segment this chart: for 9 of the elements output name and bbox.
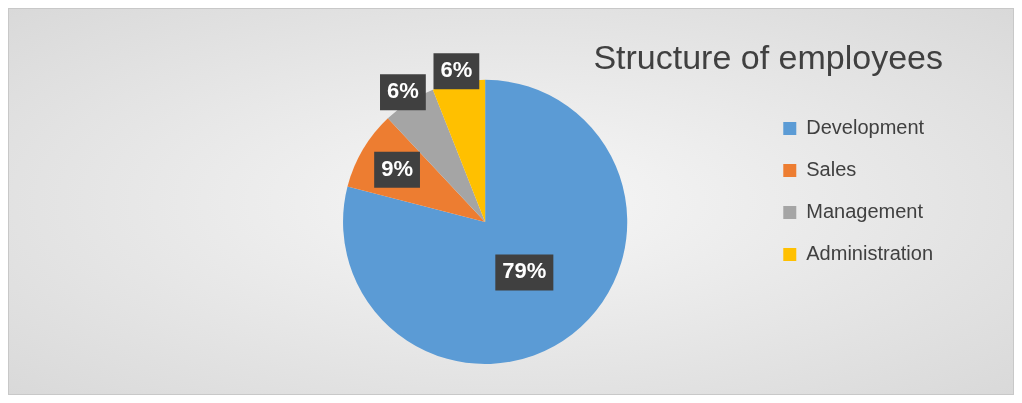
data-label: 79% xyxy=(502,258,547,284)
data-label: 6% xyxy=(387,78,419,104)
data-label: 6% xyxy=(440,57,473,83)
legend-label: Development xyxy=(806,116,925,139)
data-label: 9% xyxy=(381,155,413,181)
legend-label: Sales xyxy=(806,158,857,181)
chart-title: Structure of employees xyxy=(593,37,943,76)
legend-label: Management xyxy=(806,200,924,223)
legend-label: Administration xyxy=(806,242,933,265)
